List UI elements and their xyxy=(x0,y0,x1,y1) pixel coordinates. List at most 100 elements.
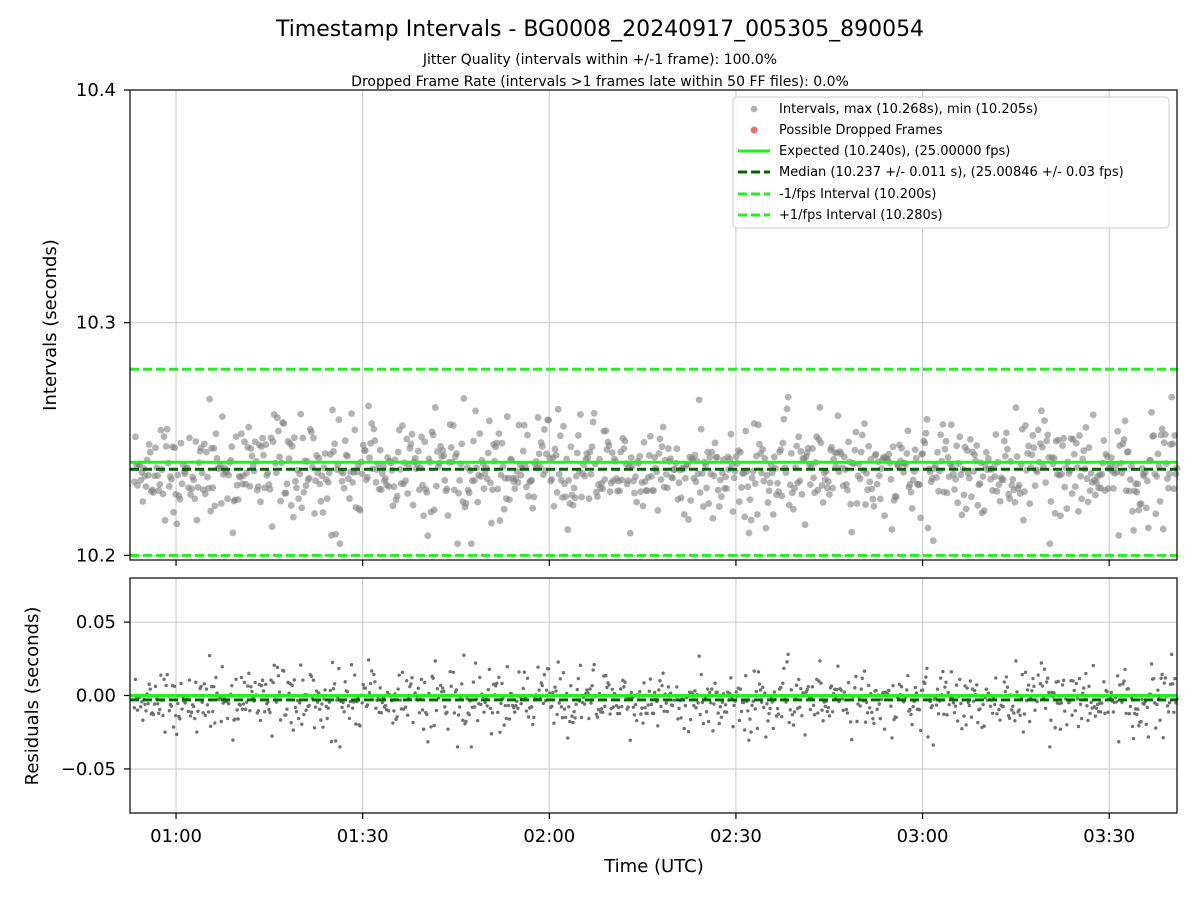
interval-point xyxy=(957,471,965,479)
residual-point xyxy=(132,706,137,710)
residual-point xyxy=(208,724,213,728)
residual-point xyxy=(747,738,751,742)
residual-point xyxy=(771,726,775,731)
residual-point xyxy=(563,715,568,719)
interval-point xyxy=(188,485,195,493)
interval-point xyxy=(745,529,753,537)
residual-point xyxy=(599,707,604,711)
interval-point xyxy=(552,451,560,459)
interval-point xyxy=(1001,452,1009,460)
residual-point xyxy=(337,666,341,671)
residual-point xyxy=(338,745,342,749)
x-tick-label: 03:30 xyxy=(1083,826,1135,847)
interval-point xyxy=(756,440,763,448)
interval-point xyxy=(766,479,774,487)
interval-point xyxy=(323,495,331,503)
residual-point xyxy=(522,670,526,674)
residual-point xyxy=(467,712,471,717)
interval-point xyxy=(729,508,737,515)
residual-point xyxy=(878,716,883,721)
residual-point xyxy=(196,709,200,714)
interval-point xyxy=(229,529,237,537)
interval-point xyxy=(889,443,897,451)
residual-point xyxy=(591,668,595,672)
interval-point xyxy=(863,469,870,477)
residual-point xyxy=(923,681,927,686)
interval-point xyxy=(171,444,179,452)
interval-point xyxy=(898,444,905,452)
residual-point xyxy=(855,719,859,724)
residual-point xyxy=(553,685,557,689)
residual-point xyxy=(460,682,464,686)
residual-point xyxy=(666,685,671,689)
interval-point xyxy=(296,470,304,478)
interval-point xyxy=(517,471,525,479)
residuals-y-ticks: −0.05 0.00 0.05 xyxy=(61,612,130,780)
interval-point xyxy=(1068,490,1076,497)
interval-point xyxy=(1057,512,1064,520)
interval-point xyxy=(385,483,393,490)
residual-point xyxy=(502,723,506,727)
interval-point xyxy=(699,503,707,510)
residual-point xyxy=(1137,724,1141,728)
residual-point xyxy=(1140,697,1144,702)
residual-point xyxy=(586,691,590,695)
legend-label-dropped: Possible Dropped Frames xyxy=(779,123,943,138)
interval-point xyxy=(528,476,536,484)
interval-point xyxy=(1148,408,1155,416)
residual-point xyxy=(951,701,956,705)
interval-point xyxy=(696,489,704,496)
interval-point xyxy=(1009,475,1017,483)
residual-point xyxy=(590,683,594,688)
residual-point xyxy=(416,686,421,691)
interval-point xyxy=(760,477,768,485)
interval-point xyxy=(311,510,318,517)
interval-point xyxy=(407,440,415,448)
residual-point xyxy=(638,690,642,694)
residual-point xyxy=(284,713,288,717)
residual-point xyxy=(765,702,769,706)
interval-point xyxy=(493,439,501,447)
interval-point xyxy=(711,439,719,447)
residual-point xyxy=(151,712,156,717)
interval-point xyxy=(774,479,781,487)
interval-point xyxy=(796,477,804,485)
interval-point xyxy=(1168,393,1176,401)
residual-point xyxy=(686,729,691,734)
interval-point xyxy=(1126,476,1134,484)
interval-point xyxy=(1019,516,1027,524)
residual-point xyxy=(610,687,614,692)
interval-point xyxy=(432,482,440,490)
interval-point xyxy=(746,496,754,504)
residual-point xyxy=(947,702,951,707)
interval-point xyxy=(787,449,795,457)
interval-point xyxy=(763,471,771,479)
interval-point xyxy=(875,472,883,480)
interval-point xyxy=(1026,500,1034,508)
residual-point xyxy=(603,704,607,709)
residual-point xyxy=(432,723,436,728)
residual-point xyxy=(556,660,560,664)
interval-point xyxy=(210,444,218,452)
residual-point xyxy=(268,710,272,715)
residual-point xyxy=(776,712,781,716)
interval-point xyxy=(1000,437,1008,445)
residual-point xyxy=(856,702,860,706)
residual-point xyxy=(682,726,686,731)
interval-point xyxy=(165,483,173,490)
residual-point xyxy=(143,702,147,707)
residual-point xyxy=(806,684,810,689)
residual-point xyxy=(605,685,609,690)
residual-point xyxy=(844,707,849,712)
interval-point xyxy=(823,484,831,492)
residual-point xyxy=(457,705,462,709)
residual-point xyxy=(734,690,738,694)
intervals-reference-lines xyxy=(130,367,1177,557)
residual-point xyxy=(295,698,300,703)
residual-point xyxy=(147,682,151,686)
residual-point xyxy=(1088,711,1092,716)
interval-point xyxy=(755,421,762,429)
chart-subtitle-jitter: Jitter Quality (intervals within +/-1 fr… xyxy=(422,52,777,68)
residual-point xyxy=(803,733,807,737)
residual-point xyxy=(1039,661,1044,665)
